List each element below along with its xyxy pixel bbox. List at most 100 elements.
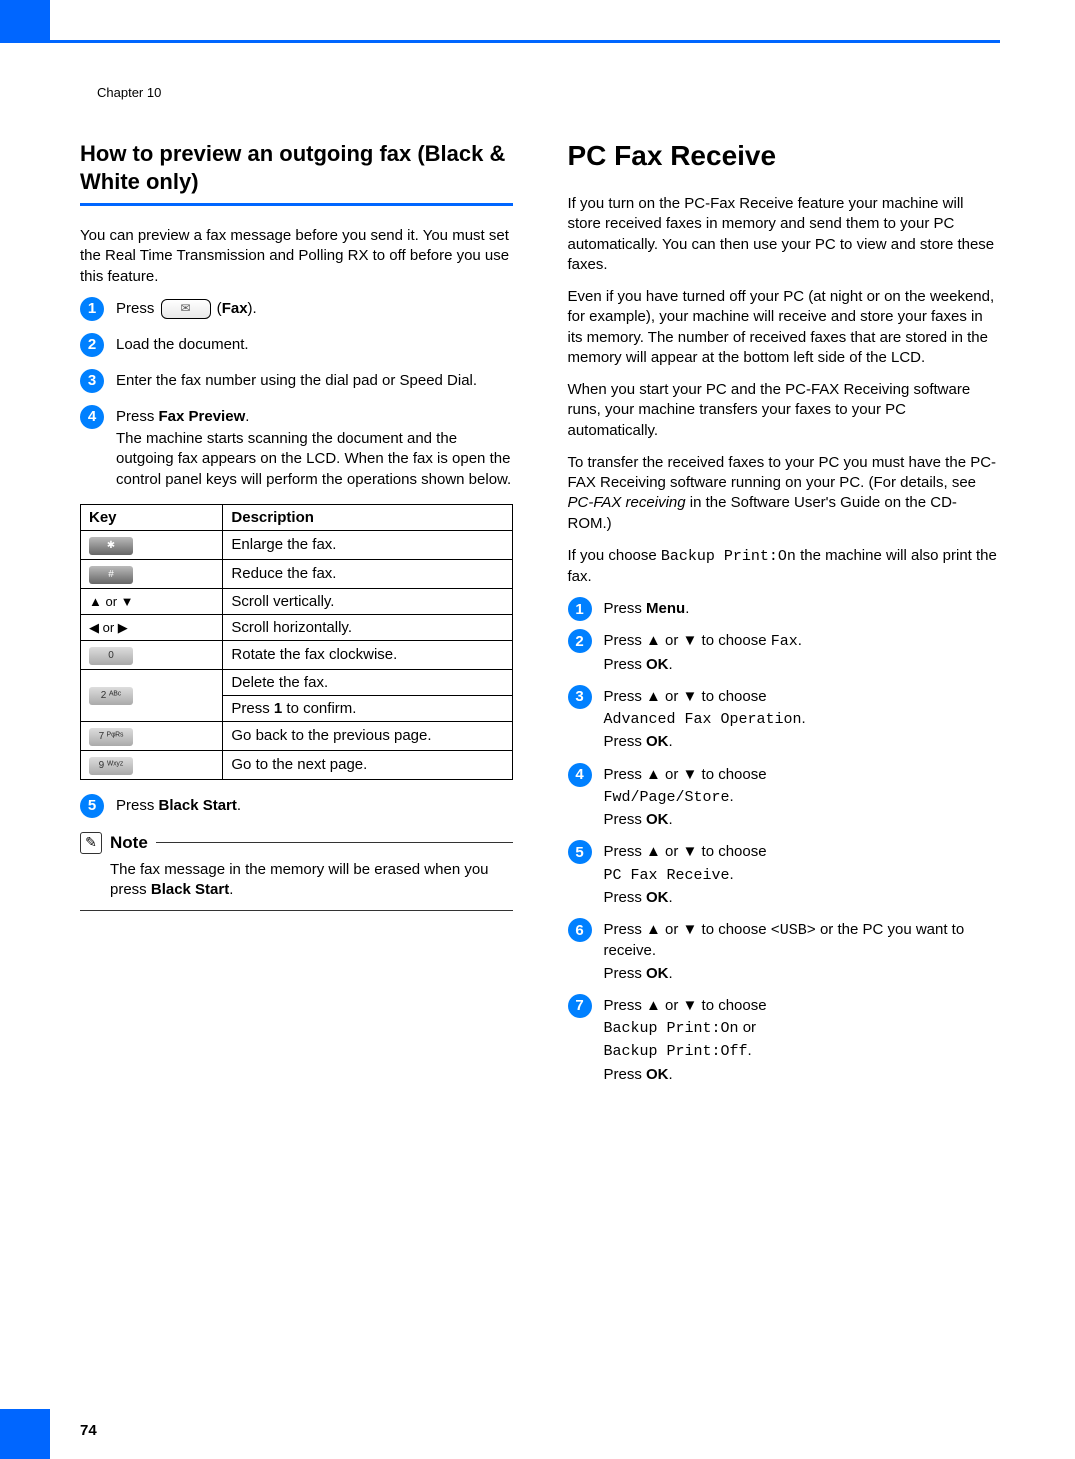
right-step-6: 6 Press ▲ or ▼ to choose <USB> or the PC… (568, 920, 1001, 986)
cell: Delete the fax. (223, 669, 512, 695)
text: to confirm. (282, 700, 356, 717)
table-row: 0 Rotate the fax clockwise. (81, 640, 513, 669)
fax-button-icon (161, 299, 211, 319)
left-step-3: 3 Enter the fax number using the dial pa… (80, 371, 513, 393)
cell: Scroll horizontally. (223, 614, 512, 640)
left-step-4: 4 Press Fax Preview. The machine starts … (80, 407, 513, 490)
text: Press (604, 733, 647, 750)
col-key: Key (81, 504, 223, 530)
text: . (669, 656, 673, 673)
text: . (802, 710, 806, 727)
right-p2: Even if you have turned off your PC (at … (568, 287, 1001, 368)
text: Press (116, 797, 159, 814)
text: Press (116, 300, 159, 317)
key-description-table: Key Description ✱ Enlarge the fax. # Red… (80, 504, 513, 780)
table-row: # Reduce the fax. (81, 559, 513, 588)
keycap-icon: 2 ᴬᴮᶜ (89, 687, 133, 705)
text: . (245, 408, 249, 425)
table-row: 2 ᴬᴮᶜ Delete the fax. (81, 669, 513, 695)
left-column: How to preview an outgoing fax (Black & … (80, 140, 513, 1097)
mono-text: Advanced Fax Operation (604, 711, 802, 728)
text: Press ▲ or ▼ to choose (604, 996, 1001, 1016)
text: Press (604, 965, 647, 982)
page: Chapter 10 74 How to preview an outgoing… (0, 0, 1075, 1459)
text: . (229, 881, 233, 898)
text: . (748, 1042, 752, 1059)
note-header: ✎ Note (80, 832, 513, 854)
right-p4: To transfer the received faxes to your P… (568, 453, 1001, 534)
accent-bar-bottom (0, 1409, 50, 1459)
step-text: Press Menu. (604, 599, 1001, 619)
right-step-2: 2 Press ▲ or ▼ to choose Fax. Press OK. (568, 631, 1001, 677)
text: . (798, 632, 802, 649)
text: OK (646, 1066, 669, 1083)
keycap-icon: # (89, 566, 133, 584)
step-text: Load the document. (116, 335, 513, 355)
text: . (669, 889, 673, 906)
cell: Go back to the previous page. (223, 721, 512, 750)
left-step-1: 1 Press (Fax). (80, 299, 513, 321)
text: OK (646, 656, 669, 673)
step-number-icon: 4 (80, 405, 104, 429)
right-step-3: 3 Press ▲ or ▼ to choose Advanced Fax Op… (568, 687, 1001, 755)
keycap-icon: ✱ (89, 537, 133, 555)
table-row: 7 ᴾᵠᴿˢ Go back to the previous page. (81, 721, 513, 750)
step-text: Press ▲ or ▼ to choose Backup Print:On o… (604, 996, 1001, 1087)
step-number-icon: 4 (568, 763, 592, 787)
text: Press ▲ or ▼ to choose (604, 687, 1001, 707)
step-text: Press ▲ or ▼ to choose <USB> or the PC y… (604, 920, 1001, 986)
text: OK (646, 965, 669, 982)
step-number-icon: 1 (80, 297, 104, 321)
page-number: 74 (80, 1422, 97, 1439)
left-step-5: 5 Press Black Start. (80, 796, 513, 818)
note-body: The fax message in the memory will be er… (80, 860, 513, 901)
note-rule (156, 842, 513, 843)
text: Black Start (151, 881, 229, 898)
text: Fax (222, 300, 248, 317)
text: OK (646, 733, 669, 750)
mono-text: <USB> (771, 922, 816, 939)
step-number-icon: 1 (568, 597, 592, 621)
text: Press (116, 408, 159, 425)
cell: Rotate the fax clockwise. (223, 640, 512, 669)
step-number-icon: 7 (568, 994, 592, 1018)
step-number-icon: 3 (80, 369, 104, 393)
text: If you choose (568, 547, 661, 564)
text: Press ▲ or ▼ to choose (604, 632, 771, 649)
text: OK (646, 889, 669, 906)
keycap-icon: 7 ᴾᵠᴿˢ (89, 728, 133, 746)
content-columns: How to preview an outgoing fax (Black & … (80, 140, 1000, 1097)
cell: Press 1 to confirm. (223, 695, 512, 721)
text: Press (604, 811, 647, 828)
mono-text: Fax (771, 633, 798, 650)
cell: Reduce the fax. (223, 559, 512, 588)
step-number-icon: 5 (568, 840, 592, 864)
step-text: Press (Fax). (116, 299, 513, 319)
right-step-1: 1 Press Menu. (568, 599, 1001, 621)
text: ). (248, 300, 257, 317)
right-step-5: 5 Press ▲ or ▼ to choose PC Fax Receive.… (568, 842, 1001, 910)
text: Fax Preview (159, 408, 246, 425)
table-row: ◀ or ▶ Scroll horizontally. (81, 614, 513, 640)
text: Black Start (159, 797, 237, 814)
cell: Go to the next page. (223, 750, 512, 779)
step-text: Enter the fax number using the dial pad … (116, 371, 513, 391)
mono-text: PC Fax Receive (604, 867, 730, 884)
mono-text: Backup Print:Off (604, 1043, 748, 1060)
right-column: PC Fax Receive If you turn on the PC-Fax… (568, 140, 1001, 1097)
table-header-row: Key Description (81, 504, 513, 530)
text: . (237, 797, 241, 814)
table-row: 9 ᵂˣʸᶻ Go to the next page. (81, 750, 513, 779)
mono-text: Backup Print:On (661, 548, 796, 565)
text: 1 (274, 700, 282, 717)
text: Press ▲ or ▼ to choose (604, 842, 1001, 862)
text: or (739, 1019, 757, 1036)
chapter-label: Chapter 10 (97, 85, 161, 100)
step-text: Press Fax Preview. The machine starts sc… (116, 407, 513, 490)
keycap-icon: 0 (89, 647, 133, 665)
cell: Enlarge the fax. (223, 530, 512, 559)
table-row: ✱ Enlarge the fax. (81, 530, 513, 559)
step-text: Press ▲ or ▼ to choose PC Fax Receive. P… (604, 842, 1001, 910)
step-number-icon: 5 (80, 794, 104, 818)
keycap-icon: 9 ᵂˣʸᶻ (89, 757, 133, 775)
